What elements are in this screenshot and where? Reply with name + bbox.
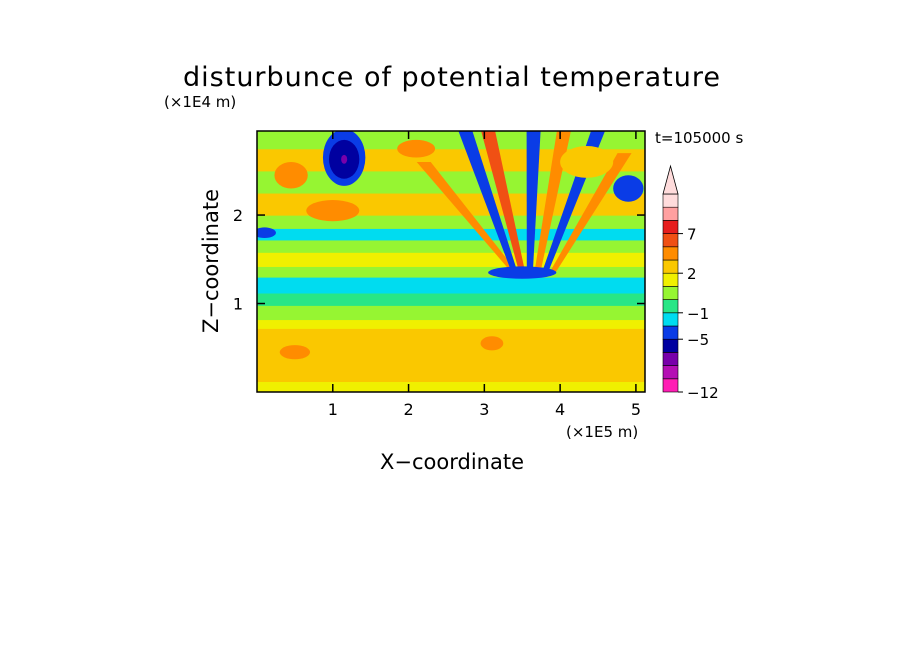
x-tick-label: 1 xyxy=(328,400,338,419)
wave-ray xyxy=(481,131,526,273)
contour-feature xyxy=(480,336,504,351)
colorbar-swatch xyxy=(662,259,679,274)
contour-band xyxy=(257,343,645,362)
contour-band xyxy=(257,266,645,278)
colorbar-swatch xyxy=(662,286,679,300)
contour-field xyxy=(257,131,645,392)
contour-band xyxy=(257,328,645,344)
contour-band xyxy=(257,305,645,321)
axis-ticks: 1 2 3 4 5 1 2 xyxy=(233,131,645,419)
x-tick-label: 2 xyxy=(403,400,413,419)
x-axis-unit: (×1E5 m) xyxy=(566,423,638,441)
chart-title: disturbunce of potential temperature xyxy=(183,62,721,93)
colorbar-swatch xyxy=(662,365,679,380)
contour-band xyxy=(257,361,645,382)
colorbar-swatch xyxy=(662,325,679,340)
y-axis-unit: (×1E4 m) xyxy=(164,93,236,111)
wave-ray xyxy=(416,161,518,273)
contour-band xyxy=(257,228,645,241)
wave-ray xyxy=(526,131,541,273)
y-axis-label: Z−coordinate xyxy=(199,189,223,333)
colorbar-tick-label: 2 xyxy=(687,265,697,283)
contour-feature xyxy=(560,146,614,178)
colorbar-swatch xyxy=(662,352,679,366)
colorbar-tick-label: −1 xyxy=(687,305,709,323)
colorbar-swatch xyxy=(662,233,679,248)
contour-band xyxy=(257,381,645,392)
x-tick-label: 3 xyxy=(479,400,489,419)
colorbar: −12−5−127 xyxy=(662,164,719,402)
wave-ray xyxy=(549,153,632,273)
contour-band xyxy=(257,239,645,253)
contour-feature xyxy=(274,161,308,189)
x-axis-label: X−coordinate xyxy=(380,450,524,474)
contour-band xyxy=(257,292,645,306)
colorbar-tick-label: 7 xyxy=(687,226,697,244)
x-tick-label: 5 xyxy=(631,400,641,419)
plot-frame xyxy=(256,130,646,393)
colorbar-swatch xyxy=(662,193,679,208)
colorbar-swatch xyxy=(662,220,679,234)
contour-feature xyxy=(279,345,311,360)
contour-feature xyxy=(306,200,360,222)
contour-band xyxy=(257,252,645,267)
contour-feature xyxy=(560,340,591,355)
time-label: t=105000 s xyxy=(655,129,743,147)
colorbar-tick-label: −12 xyxy=(687,384,719,402)
x-tick-label: 4 xyxy=(555,400,565,419)
colorbar-swatch xyxy=(662,312,679,327)
contour-feature xyxy=(397,139,436,158)
colorbar-swatch xyxy=(662,272,679,287)
wave-ray xyxy=(458,131,518,273)
contour-feature xyxy=(488,266,557,279)
colorbar-swatch xyxy=(662,378,679,393)
colorbar-tick-label: −5 xyxy=(687,331,709,349)
contour-feature xyxy=(613,175,644,202)
colorbar-swatch xyxy=(662,246,679,261)
y-tick-label: 2 xyxy=(233,206,243,225)
contour-band xyxy=(257,319,645,329)
colorbar-swatch xyxy=(662,338,679,353)
contour-band xyxy=(257,276,645,294)
contour-feature xyxy=(257,227,276,239)
colorbar-extend-arrow xyxy=(662,164,679,195)
y-tick-label: 1 xyxy=(233,295,243,314)
contour-feature xyxy=(341,154,348,164)
colorbar-swatch xyxy=(662,206,679,221)
colorbar-swatch xyxy=(662,299,679,314)
